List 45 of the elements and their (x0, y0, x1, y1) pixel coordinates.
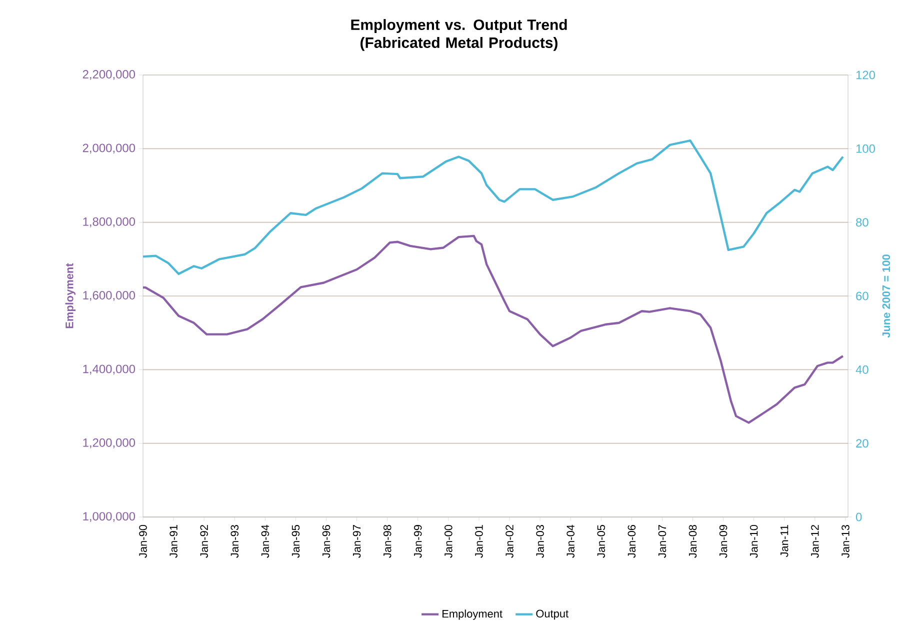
x-tick-label: Jan-97 (352, 525, 361, 558)
x-tick-label: Jan-13 (842, 524, 850, 558)
y-tick-label: 2,200,000 (82, 70, 136, 80)
x-tick-label: Jan-05 (597, 524, 606, 558)
x-tick-label: Jan-95 (292, 524, 300, 558)
x-tick-label: Jan-03 (536, 524, 544, 558)
y-tick-label: 1,600,000 (83, 291, 136, 301)
y2-tick-label: 20 (856, 439, 868, 448)
x-tick-label: Jan-93 (230, 524, 239, 558)
x-tick-label: Jan-91 (170, 525, 178, 558)
line-series (143, 234, 844, 424)
x-tick-label: Jan-09 (719, 525, 728, 558)
y-tick-label: 1,000,000 (83, 512, 136, 522)
y2-tick-label: 80 (856, 218, 868, 227)
x-tick-label: Jan-04 (566, 524, 574, 558)
x-tick-label: Jan-12 (811, 525, 819, 558)
y2-axis-title: June 2007 = 100 (882, 254, 890, 338)
x-tick-label: Jan-98 (383, 524, 392, 558)
x-tick-label: Jan-10 (750, 524, 758, 558)
x-tick-label: Jan-01 (475, 525, 483, 558)
y2-tick-label: 120 (856, 70, 875, 80)
y-tick-label: 1,800,000 (83, 217, 136, 228)
y2-tick-label: 100 (856, 144, 875, 153)
x-tick-label: Jan-90 (139, 524, 147, 558)
x-tick-label: Jan-02 (506, 525, 514, 558)
line-series (143, 139, 844, 275)
y-tick-label: 1,400,000 (83, 364, 136, 375)
x-tick-label: Jan-07 (658, 525, 666, 558)
legend-label: Employment (442, 610, 502, 620)
x-tick-label: Jan-92 (200, 525, 208, 558)
y-tick-label: 2,000,000 (82, 144, 136, 154)
x-tick-label: Jan-08 (688, 524, 697, 558)
legend-label: Output (536, 610, 568, 620)
y-tick-label: 1,200,000 (83, 438, 136, 448)
x-tick-label: Jan-99 (414, 525, 422, 558)
chart-title: Employment vs. Output Trend (Fabricated Metal Products) (351, 19, 567, 51)
y-axis-title: Employment (65, 263, 76, 328)
y2-tick-label: 40 (856, 365, 868, 374)
x-tick-label: Jan-06 (628, 524, 636, 558)
x-tick-label: Jan-00 (444, 524, 452, 558)
x-tick-label: Jan-94 (261, 524, 270, 558)
y2-tick-label: 0 (856, 512, 862, 522)
y2-tick-label: 60 (856, 292, 868, 300)
x-tick-label: Jan-11 (780, 525, 788, 558)
x-tick-label: Jan-96 (322, 524, 330, 558)
